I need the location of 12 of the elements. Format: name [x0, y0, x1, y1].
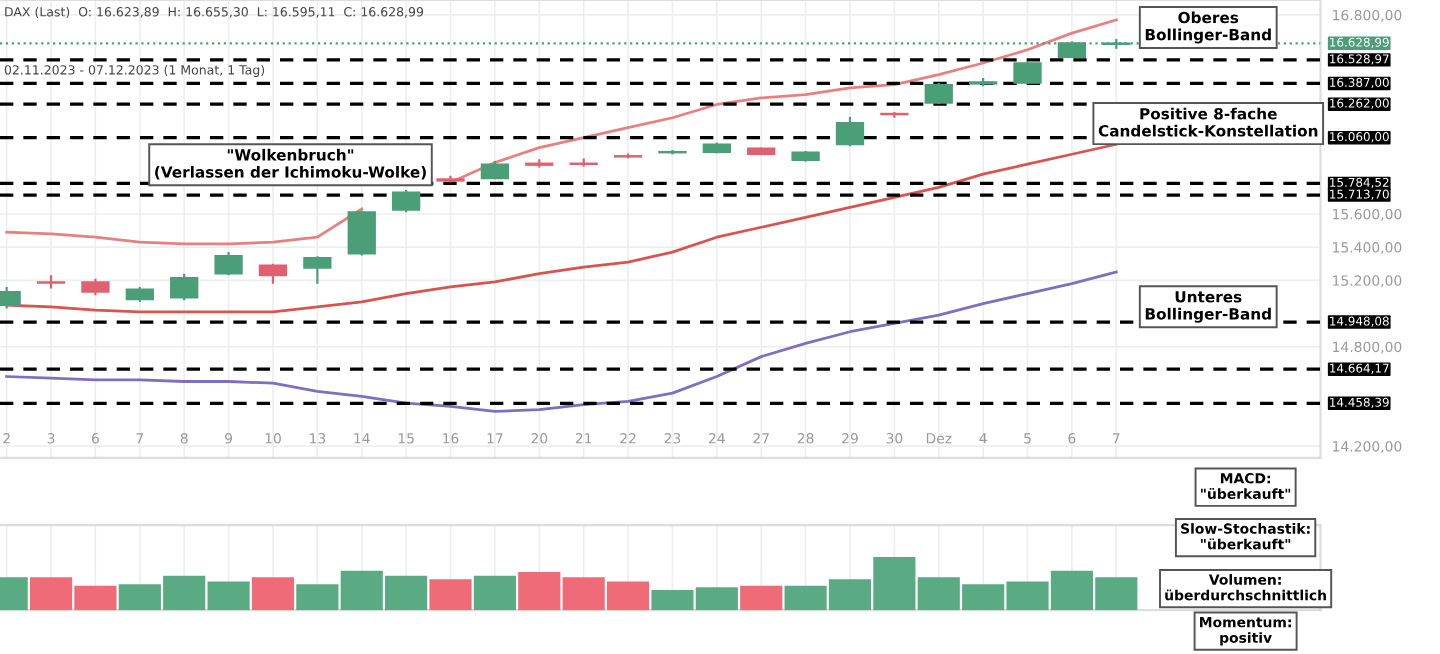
candlestick — [303, 255, 332, 285]
bar — [473, 575, 516, 611]
bar — [251, 577, 295, 611]
candlestick — [258, 262, 288, 285]
candlestick — [391, 188, 421, 214]
candlestick — [170, 272, 199, 302]
candlestick — [835, 115, 865, 148]
candlestick — [924, 81, 953, 105]
candlestick — [1013, 60, 1042, 85]
line-series — [5, 270, 1118, 413]
bar — [740, 585, 783, 611]
bar — [429, 579, 472, 611]
